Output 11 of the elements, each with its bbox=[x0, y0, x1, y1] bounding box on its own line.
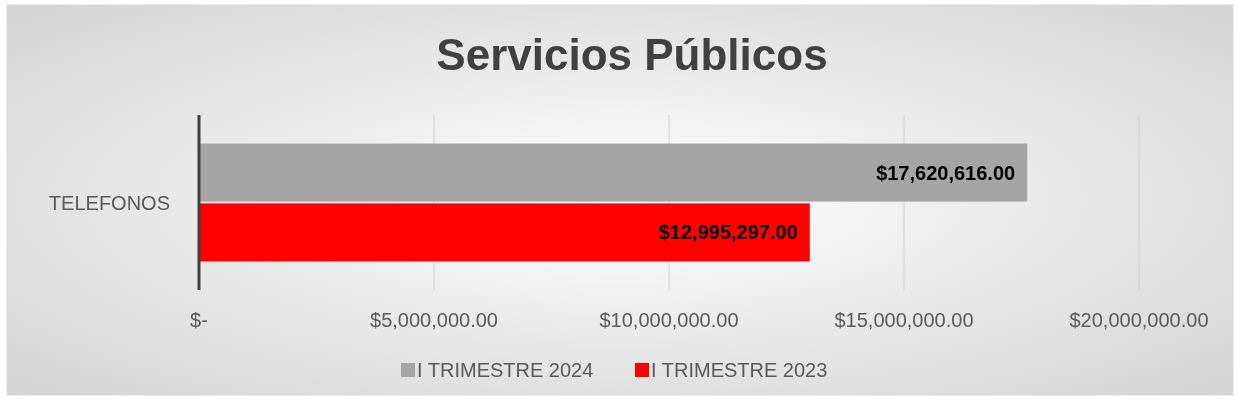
data-label: $12,995,297.00 bbox=[658, 221, 798, 244]
x-tick-label: $5,000,000.00 bbox=[370, 309, 498, 331]
x-tick-label: $15,000,000.00 bbox=[834, 309, 974, 331]
x-tick-label: $10,000,000.00 bbox=[599, 309, 739, 331]
y-tick-label: TELEFONOS bbox=[48, 191, 170, 214]
x-tick-label: $- bbox=[190, 309, 208, 331]
chart-title: Servicios Públicos bbox=[436, 30, 828, 79]
data-label: $17,620,616.00 bbox=[876, 161, 1016, 184]
legend-label: I TRIMESTRE 2024 bbox=[417, 359, 594, 381]
legend-label: I TRIMESTRE 2023 bbox=[651, 359, 828, 381]
x-tick-label: $20,000,000.00 bbox=[1069, 309, 1209, 331]
